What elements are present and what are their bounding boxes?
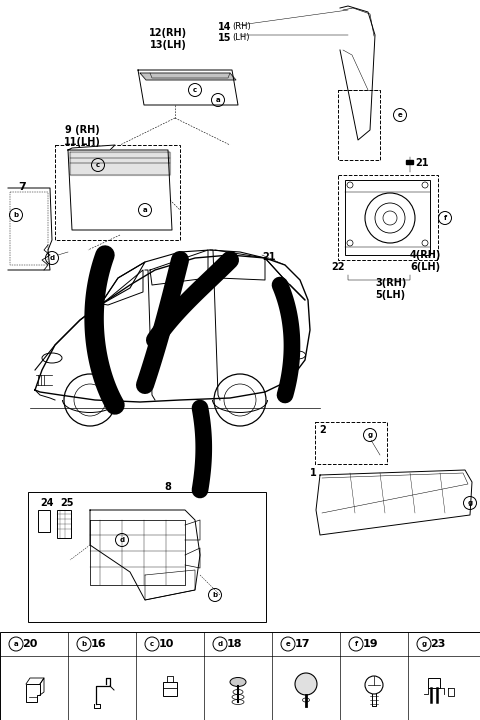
Text: a: a — [143, 207, 147, 213]
Polygon shape — [70, 152, 170, 175]
Polygon shape — [68, 145, 115, 150]
Circle shape — [295, 673, 317, 695]
Bar — [55, 145, 180, 240]
Text: d: d — [49, 255, 55, 261]
Ellipse shape — [230, 678, 246, 686]
Text: a: a — [216, 97, 220, 103]
Text: 20: 20 — [22, 639, 38, 649]
Text: 22: 22 — [331, 262, 345, 272]
Polygon shape — [140, 73, 236, 80]
Text: d: d — [120, 537, 125, 543]
Bar — [338, 90, 380, 160]
Bar — [428, 678, 440, 688]
Bar — [28, 492, 266, 622]
Bar — [406, 160, 413, 164]
Bar — [345, 180, 430, 255]
Bar — [57, 510, 71, 538]
Bar — [338, 175, 438, 260]
Text: 15: 15 — [218, 33, 231, 43]
Text: c: c — [96, 162, 100, 168]
Text: 18: 18 — [226, 639, 242, 649]
Text: 9 (RH)
11(LH): 9 (RH) 11(LH) — [63, 125, 100, 147]
Text: 14: 14 — [218, 22, 231, 32]
Text: (RH): (RH) — [232, 22, 251, 31]
Text: 12(RH)
13(LH): 12(RH) 13(LH) — [149, 28, 187, 50]
Text: g: g — [421, 641, 427, 647]
Text: f: f — [354, 641, 358, 647]
Text: 2: 2 — [319, 425, 326, 435]
Text: 10: 10 — [158, 639, 174, 649]
Text: c: c — [193, 87, 197, 93]
Text: 4(RH)
6(LH): 4(RH) 6(LH) — [410, 250, 442, 271]
Bar — [38, 510, 50, 532]
Text: 21: 21 — [415, 158, 429, 168]
Text: 19: 19 — [362, 639, 378, 649]
Text: e: e — [397, 112, 402, 118]
Text: 21: 21 — [262, 252, 276, 262]
Text: c: c — [150, 641, 154, 647]
Text: 7: 7 — [18, 182, 26, 192]
Text: b: b — [82, 641, 86, 647]
Text: a: a — [14, 641, 18, 647]
Text: 25: 25 — [60, 498, 73, 508]
Text: 16: 16 — [90, 639, 106, 649]
Text: 17: 17 — [294, 639, 310, 649]
Text: 8: 8 — [165, 482, 171, 492]
Bar — [0, 632, 480, 720]
Text: f: f — [444, 215, 446, 221]
Text: g: g — [367, 432, 372, 438]
Text: 3(RH)
5(LH): 3(RH) 5(LH) — [375, 278, 407, 300]
Bar — [163, 682, 177, 696]
Bar — [315, 422, 387, 464]
Text: e: e — [286, 641, 290, 647]
Text: b: b — [213, 592, 217, 598]
Text: (LH): (LH) — [232, 33, 250, 42]
Text: 23: 23 — [430, 639, 446, 649]
Text: b: b — [13, 212, 19, 218]
Text: g: g — [468, 500, 473, 506]
Text: 24: 24 — [40, 498, 53, 508]
Text: d: d — [217, 641, 223, 647]
Text: 1: 1 — [310, 468, 317, 478]
